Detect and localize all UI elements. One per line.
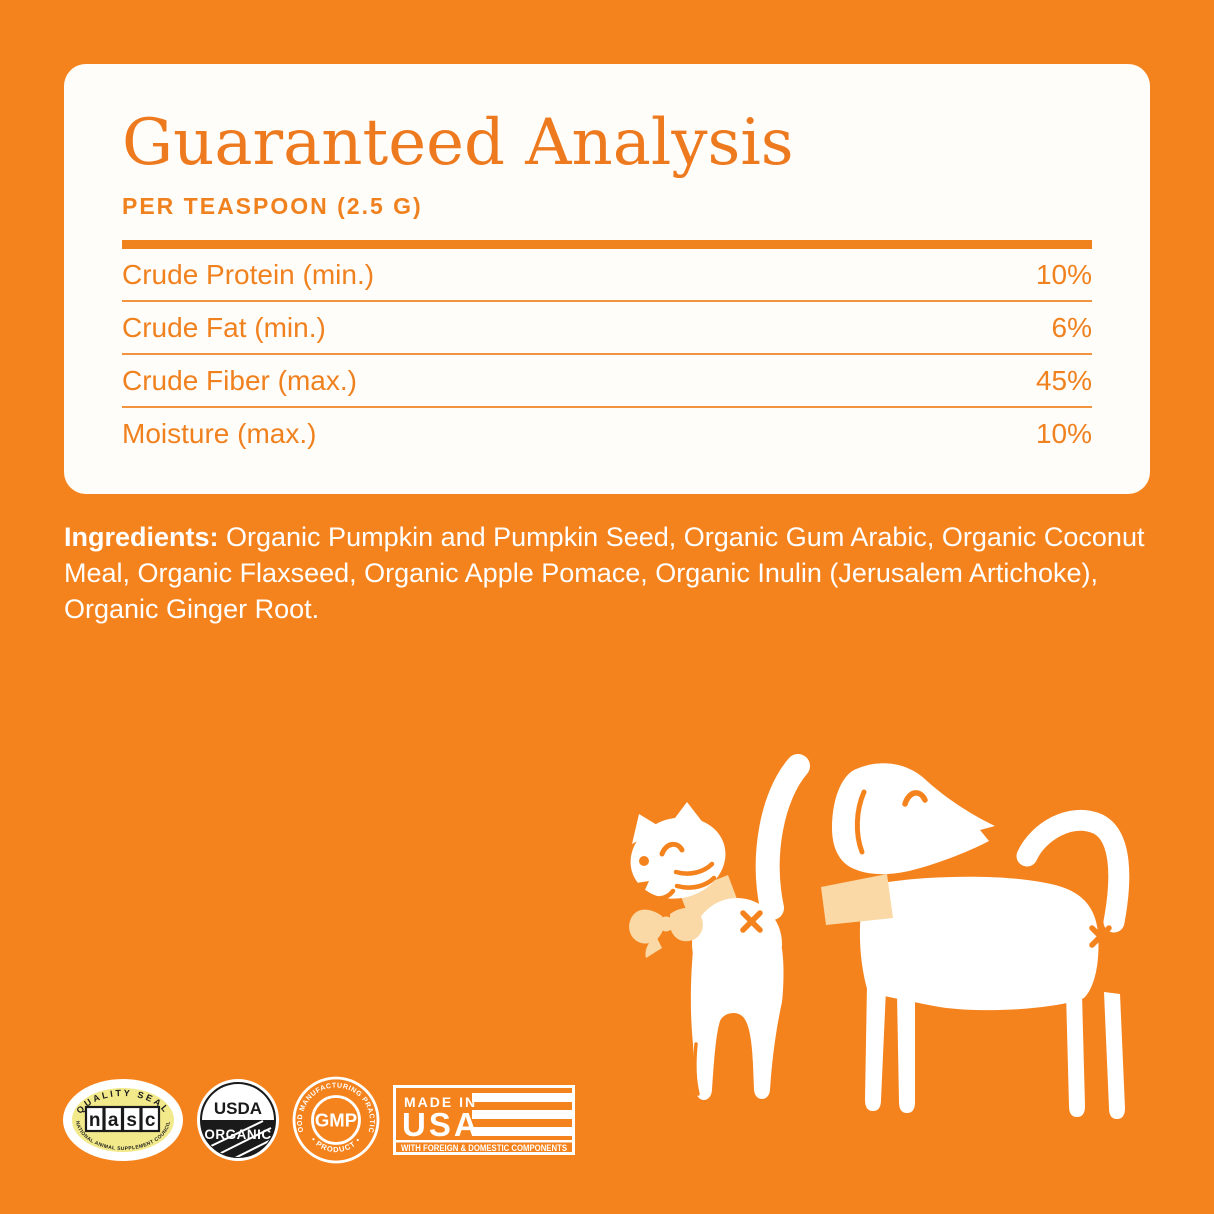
usda-organic-icon: USDA ORGANIC [197,1079,279,1161]
row-label: Crude Fat (min.) [122,311,326,343]
row-value: 45% [1035,364,1092,396]
row-value: 10% [1035,417,1092,449]
row-label: Crude Protein (min.) [122,258,375,290]
row-label: Crude Fiber (max.) [122,364,357,396]
svg-text:c: c [145,1110,156,1131]
ingredients-paragraph: Ingredients: Organic Pumpkin and Pumpkin… [64,519,1154,627]
usda-text: USDA [214,1099,262,1118]
certification-badges: QUALITY SEAL n a s c NATIONAL ANIMAL SUP… [62,1071,575,1166]
row-value: 10% [1035,258,1092,290]
nasc-seal-icon: QUALITY SEAL n a s c NATIONAL ANIMAL SUP… [62,1078,184,1162]
guaranteed-analysis-card: Guaranteed Analysis PER TEASPOON (2.5 G)… [64,64,1150,494]
flag-stripes [472,1093,572,1136]
usa-text: USA [402,1106,481,1143]
usa-subtext: WITH FOREIGN & DOMESTIC COMPONENTS [401,1143,567,1154]
svg-text:s: s [126,1110,137,1131]
table-row: Moisture (max.) 10% [122,408,1092,459]
table-row: Crude Protein (min.) 10% [122,249,1092,303]
cat-whisker-right-2 [674,875,717,890]
row-value: 6% [1051,311,1092,343]
cat-butt [692,898,782,990]
dog-front-leg-1 [865,984,886,1111]
analysis-table: Crude Protein (min.) 10% Crude Fat (min.… [122,249,1092,459]
cat-whisker-left-1 [569,865,633,879]
table-top-rule [122,240,1092,250]
ingredients-text: Organic Pumpkin and Pumpkin Seed, Organi… [64,522,1145,624]
cat-eye-open [639,856,649,866]
card-subtitle: PER TEASPOON (2.5 G) [122,193,423,220]
cat-bow [629,907,703,958]
nasc-letter-boxes: n a s c [84,1105,161,1133]
dog-body [859,876,1099,1011]
dog-hind-leg-2 [1104,992,1125,1119]
dog-collar [821,874,893,925]
dog-hind-leg-1 [1066,992,1085,1117]
cat-ear-left [632,814,662,844]
cat-head [565,802,726,907]
cat-and-dog-illustration [565,754,1130,1119]
dog-head [832,763,995,875]
table-row: Crude Fat (min.) 6% [122,302,1092,356]
cat-illustration [565,754,810,1101]
cat-whisker-left-3 [573,892,633,907]
dog-eye-closed [902,790,928,807]
dog-front-leg-2 [897,994,915,1113]
dog-butt-x-icon [1089,925,1112,948]
dog-ear [854,789,867,855]
table-row: Crude Fiber (max.) 45% [122,355,1092,409]
cat-tail [755,754,810,920]
gmp-text: GMP [315,1110,357,1131]
dog-illustration [821,763,1130,1119]
svg-text:n: n [89,1110,101,1131]
row-label: Moisture (max.) [122,417,317,449]
cat-whisker-right-1 [673,861,715,876]
cat-butt-x-icon [740,910,763,933]
cat-nose [636,881,649,892]
dog-tail [1016,809,1130,933]
made-in-text: MADE IN [404,1094,477,1110]
ingredients-label: Ingredients: [64,522,219,552]
cat-leg-line [693,1042,700,1096]
cat-mouth [643,888,676,901]
card-title: Guaranteed Analysis [122,106,794,180]
cat-eye-closed [659,841,685,857]
gmp-seal-icon: GOOD MANUFACTURING PRACTICE GMP • PRODUC… [289,1071,380,1164]
usda-organic-text: ORGANIC [204,1127,271,1142]
made-in-usa-icon: MADE IN USA WITH FOREIGN & DOMESTIC COMP… [393,1085,575,1155]
svg-text:a: a [108,1110,119,1131]
